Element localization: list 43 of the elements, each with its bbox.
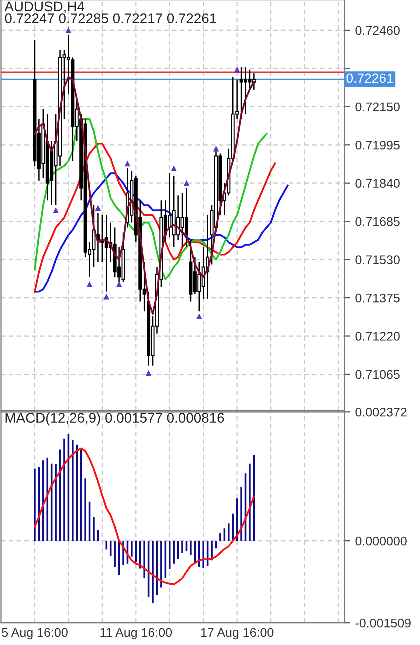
line-series <box>34 143 276 293</box>
point <box>124 160 131 167</box>
x-tick-label: 11 Aug 16:00 <box>100 628 172 640</box>
candlestick <box>184 188 188 248</box>
y-tick-label: 0.72150 <box>356 102 400 112</box>
point <box>66 28 72 34</box>
line-series <box>34 448 256 586</box>
y-tick-label: 0.71995 <box>356 140 400 150</box>
point <box>234 66 240 73</box>
point <box>86 282 93 288</box>
y-tick-label: 0.71065 <box>356 370 400 380</box>
y-tick-label: 0.000000 <box>356 536 407 546</box>
candlestick <box>180 192 184 248</box>
x-tick-label: 5 Aug 16:00 <box>2 628 68 640</box>
point <box>184 180 190 186</box>
point <box>146 370 152 376</box>
text: 0.72247 0.72285 0.72217 0.72261 <box>5 14 216 24</box>
line-series <box>34 172 289 293</box>
candlestick <box>168 172 172 238</box>
candlestick <box>244 66 248 115</box>
point <box>104 294 110 300</box>
y-tick-label: 0.002372 <box>356 408 407 417</box>
y-tick-label: 0.71220 <box>356 332 400 341</box>
chart-title: MACD(12,26,9) 0.001577 0.000816 <box>6 412 224 426</box>
y-tick-label: 0.71685 <box>356 217 400 226</box>
line-series <box>34 76 256 315</box>
point <box>213 146 220 152</box>
candlestick <box>198 262 202 312</box>
y-tick-label: 0.71530 <box>356 256 400 264</box>
y-tick-label: 0.72460 <box>356 26 400 36</box>
point <box>171 166 178 172</box>
candlestick <box>193 256 197 295</box>
y-tick-label: 0.71375 <box>356 294 400 303</box>
chart-title: AUDUSD,H4 <box>4 2 85 14</box>
point <box>196 314 202 320</box>
point <box>53 208 60 214</box>
ref-line-label: 0.72261 <box>346 74 394 84</box>
y-tick-label: 0.71840 <box>356 179 400 188</box>
point <box>95 205 102 211</box>
candlestick <box>248 69 252 90</box>
x-tick-label: 17 Aug 16:00 <box>201 628 274 640</box>
y-tick-label: -0.001509 <box>356 618 411 628</box>
point <box>116 282 122 288</box>
